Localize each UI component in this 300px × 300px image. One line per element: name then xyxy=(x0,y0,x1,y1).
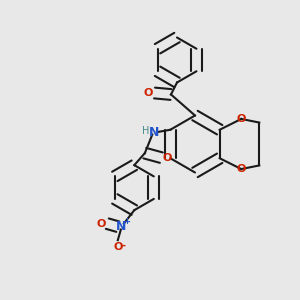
Text: O: O xyxy=(113,242,122,252)
Text: N: N xyxy=(148,126,159,139)
Text: O: O xyxy=(237,114,246,124)
Text: O: O xyxy=(96,219,105,229)
Text: N: N xyxy=(116,220,126,233)
Text: O: O xyxy=(237,164,246,174)
Text: O: O xyxy=(163,153,172,163)
Text: H: H xyxy=(142,126,149,136)
Text: +: + xyxy=(123,217,130,226)
Text: -: - xyxy=(121,241,125,250)
Text: O: O xyxy=(144,88,153,98)
